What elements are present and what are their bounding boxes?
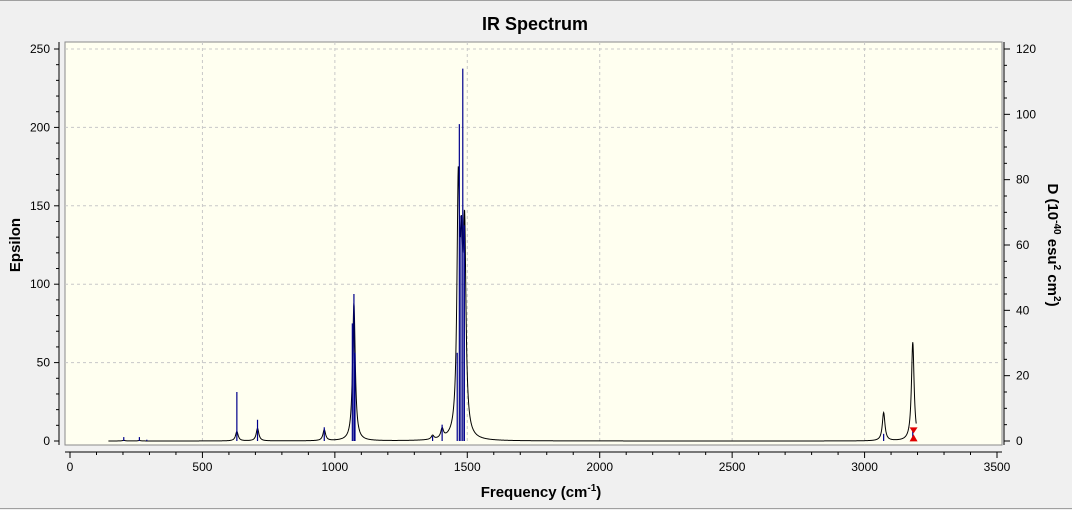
- y-right-tick-label: 60: [1016, 238, 1030, 252]
- x-tick-label: 1500: [454, 460, 481, 474]
- x-tick-label: 2500: [719, 460, 746, 474]
- x-axis-label-end: ): [596, 484, 601, 501]
- y-right-tick-label: 40: [1016, 303, 1030, 317]
- spectrum-curve: [108, 166, 917, 442]
- y-right-tick-label: 0: [1016, 434, 1023, 448]
- y-right-label-superscript: -40: [1051, 220, 1062, 235]
- y-right-tick-label: 120: [1016, 42, 1036, 56]
- x-tick-label: 500: [192, 460, 212, 474]
- x-tick-label: 0: [67, 460, 74, 474]
- y-left-tick-label: 100: [30, 277, 50, 291]
- axes: 0 500 1000 1500 2000 2500 3000 3500050100150200…: [30, 42, 1036, 474]
- selected-peak-marker: [909, 427, 918, 442]
- x-axis-label-sup: -1: [587, 483, 596, 494]
- marker-top-triangle: [909, 427, 918, 434]
- y-right-label-part: D (10: [1044, 183, 1061, 220]
- stick-lines: [123, 68, 914, 441]
- y-left-tick-label: 150: [30, 199, 50, 213]
- plot-area: [64, 41, 1003, 446]
- y-left-tick-label: 250: [30, 42, 50, 56]
- y-left-tick-label: 0: [43, 434, 50, 448]
- y-right-label-part: esu: [1044, 235, 1061, 265]
- marker-bottom-triangle: [909, 434, 918, 442]
- y-right-label-superscript: 2: [1051, 265, 1062, 271]
- y-left-axis-label: Epsilon: [7, 218, 24, 272]
- x-tick-label: 2000: [586, 460, 613, 474]
- y-right-tick-label: 80: [1016, 173, 1030, 187]
- y-right-tick-label: 100: [1016, 107, 1036, 121]
- y-right-tick-label: 20: [1016, 369, 1030, 383]
- chart-title: IR Spectrum: [482, 14, 588, 34]
- y-right-label-superscript: 2: [1051, 296, 1062, 302]
- x-tick-label: 3000: [851, 460, 878, 474]
- y-right-label-part: cm: [1044, 270, 1061, 296]
- x-tick-label: 3500: [984, 460, 1011, 474]
- x-tick-label: 1000: [322, 460, 349, 474]
- y-left-tick-label: 50: [37, 356, 51, 370]
- y-left-tick-label: 200: [30, 120, 50, 134]
- grid-lines: [65, 42, 1002, 445]
- y-right-label-part: ): [1044, 302, 1061, 307]
- x-axis-label: Frequency (cm-1): [481, 483, 602, 501]
- x-axis-label-text: Frequency (cm: [481, 484, 588, 501]
- y-right-axis-label: D (10-40 esu2 cm2): [1044, 183, 1062, 306]
